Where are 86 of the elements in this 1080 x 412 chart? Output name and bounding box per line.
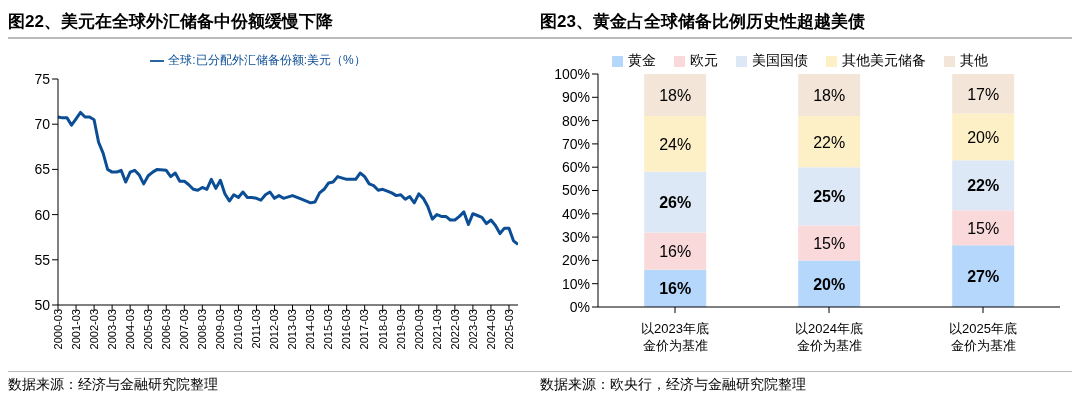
x-tick-label: 2021-03 [430, 309, 443, 350]
bar [798, 225, 861, 261]
y-tick-label: 80% [561, 112, 590, 129]
y-tick-label: 20% [561, 252, 590, 269]
y-tick-label: 30% [561, 229, 590, 246]
line-series [58, 110, 518, 246]
data-label: 16% [659, 243, 692, 261]
y-tick-label: 50% [561, 182, 590, 199]
data-label: 16% [659, 280, 692, 298]
chart-title: 图23、黄金占全球储备比例历史性超越美债 [540, 8, 1072, 39]
x-tick-label: 2012-03 [268, 309, 281, 350]
x-tick-label: 2014-03 [304, 309, 317, 350]
bar [798, 74, 861, 116]
data-label: 18% [659, 86, 692, 104]
data-label: 18% [813, 86, 846, 104]
x-tick-label: 2003-03 [105, 309, 118, 350]
bar [644, 115, 707, 172]
x-tick-label: 以2023年底金价为基准 [641, 321, 709, 353]
chart-title: 图22、美元在全球外汇储备中份额缓慢下降 [8, 8, 540, 39]
legend-label: 其他 [960, 52, 988, 70]
y-tick-label: 55 [34, 251, 51, 268]
x-tick-label: 2009-03 [214, 309, 227, 350]
bar [952, 160, 1015, 211]
bar [644, 171, 707, 233]
bar [798, 167, 861, 226]
x-tick-label: 2019-03 [394, 309, 407, 350]
y-tick-label: 10% [561, 275, 590, 292]
y-tick-label: 90% [561, 89, 590, 106]
bar [798, 260, 861, 307]
x-tick-label: 2022-03 [448, 309, 461, 350]
y-tick-label: 40% [561, 205, 590, 222]
x-tick-label: 2006-03 [160, 309, 173, 350]
data-label: 22% [967, 177, 1000, 195]
bar [952, 245, 1015, 307]
data-label: 15% [967, 219, 1000, 237]
data-label: 26% [659, 194, 692, 212]
x-tick-label: 2024-03 [484, 309, 497, 350]
x-tick-label: 2010-03 [232, 309, 245, 350]
x-tick-label: 2017-03 [358, 309, 371, 350]
x-tick-label: 2013-03 [286, 309, 299, 350]
data-label: 20% [813, 275, 846, 293]
source-note: 数据来源：经济与金融研究院整理 [8, 371, 540, 394]
y-tick-label: 75 [34, 70, 51, 87]
x-tick-label: 2007-03 [178, 309, 191, 350]
legend-label: 其他美元储备 [842, 52, 926, 70]
y-tick-label: 60 [34, 206, 51, 223]
data-label: 15% [813, 234, 846, 252]
x-tick-label: 以2025年底金价为基准 [949, 321, 1017, 353]
y-tick-label: 60% [561, 159, 590, 176]
bar [798, 115, 861, 168]
x-tick-label: 2025-03 [502, 309, 515, 350]
x-tick-label: 2004-03 [123, 309, 136, 350]
x-tick-label: 2005-03 [142, 309, 155, 350]
x-tick-label: 2000-03 [51, 309, 64, 350]
x-tick-label: 2023-03 [466, 309, 479, 350]
legend-label: 欧元 [690, 52, 718, 70]
data-label: 24% [659, 135, 692, 153]
legend-label: 美国国债 [752, 52, 808, 70]
data-label: 22% [813, 133, 846, 151]
x-tick-label: 2018-03 [376, 309, 389, 350]
x-tick-label: 2015-03 [322, 309, 335, 350]
x-tick-label: 2016-03 [340, 309, 353, 350]
legend-label: 黄金 [628, 52, 656, 70]
legend-label: 全球:已分配外汇储备份额:美元（%） [168, 53, 366, 67]
y-tick-label: 70 [34, 116, 51, 133]
x-tick-label: 以2024年底金价为基准 [795, 321, 863, 353]
bar [644, 232, 707, 270]
y-tick-label: 65 [34, 161, 51, 178]
data-label: 27% [967, 268, 1000, 286]
bar [644, 74, 707, 116]
x-tick-label: 2011-03 [250, 309, 263, 349]
x-tick-label: 2002-03 [87, 309, 100, 350]
source-note: 数据来源：欧央行，经济与金融研究院整理 [540, 371, 1072, 394]
data-label: 20% [967, 128, 1000, 146]
data-label: 25% [813, 188, 846, 206]
bar [952, 74, 1015, 114]
y-tick-label: 0% [569, 298, 590, 315]
x-tick-label: 2008-03 [196, 309, 209, 350]
bar [952, 113, 1015, 161]
bar [952, 210, 1015, 246]
y-tick-label: 100% [554, 65, 590, 82]
data-label: 17% [967, 85, 1000, 103]
y-tick-label: 70% [561, 135, 590, 152]
x-tick-label: 2020-03 [412, 309, 425, 350]
x-tick-label: 2001-03 [69, 309, 82, 350]
y-tick-label: 50 [34, 296, 51, 313]
